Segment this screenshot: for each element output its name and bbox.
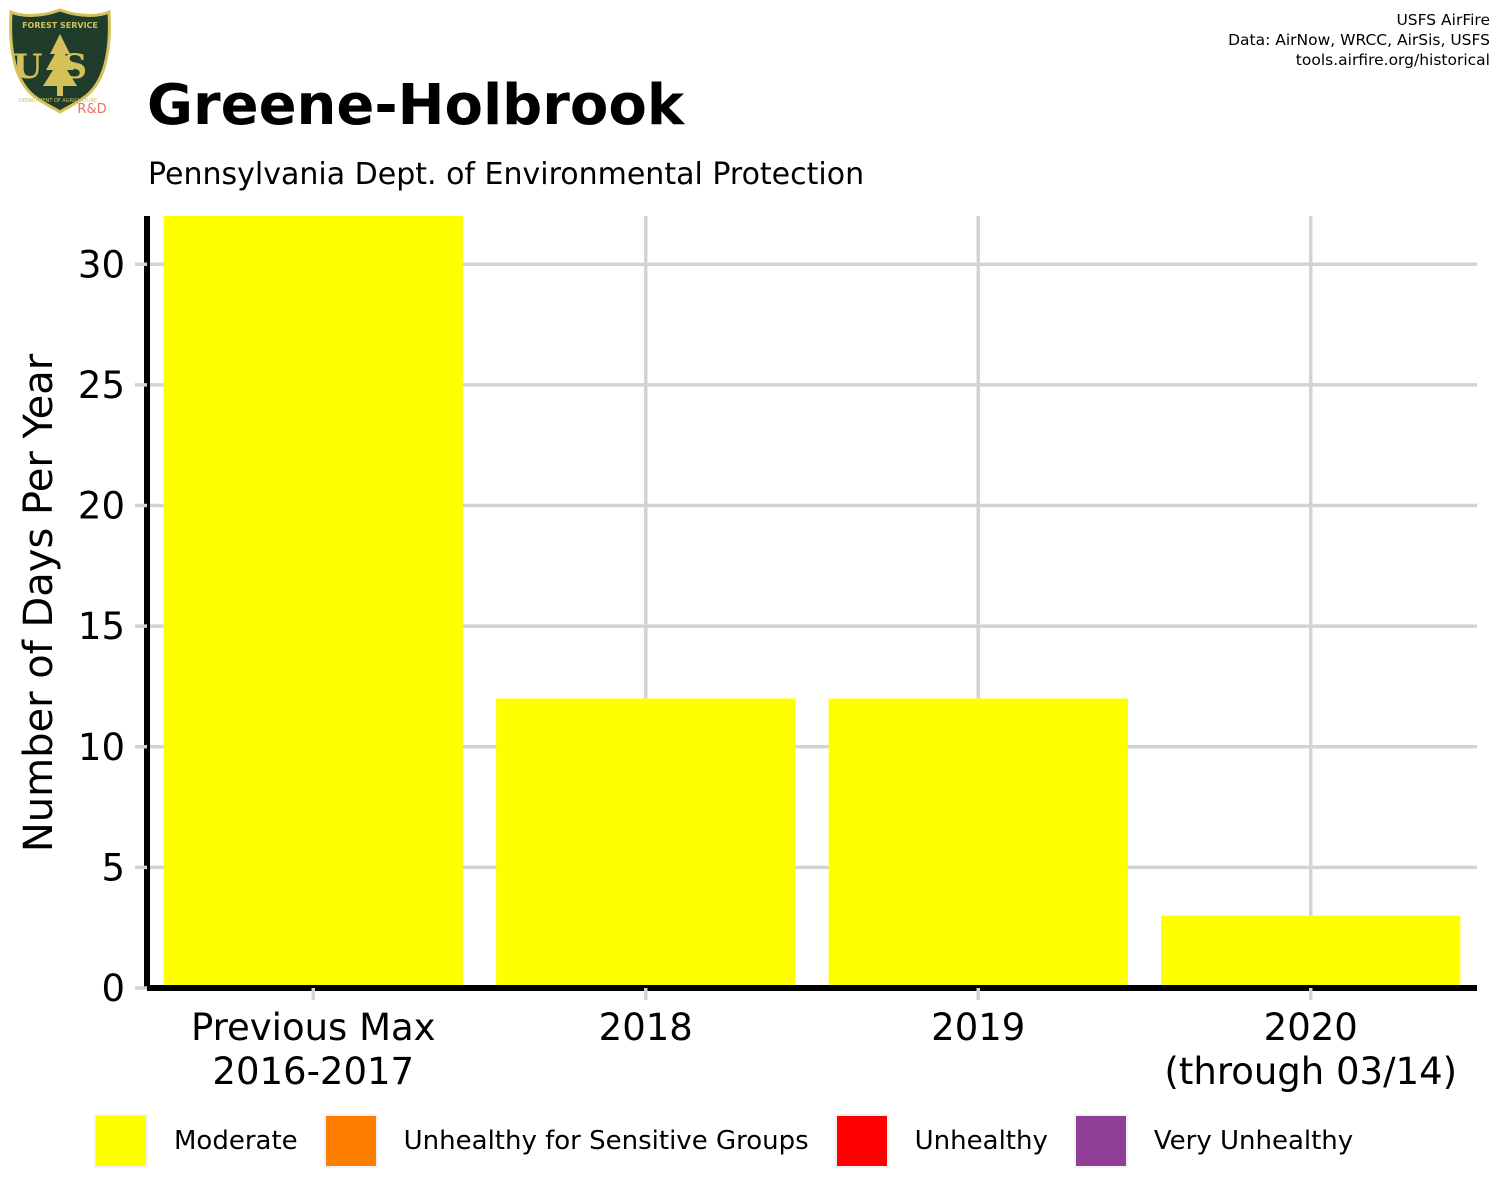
logo-monogram: US	[13, 47, 107, 87]
chart-subtitle: Pennsylvania Dept. of Environmental Prot…	[148, 157, 865, 192]
legend-swatch	[834, 1114, 889, 1168]
bar	[163, 216, 463, 988]
logo-top-text: FOREST SERVICE	[22, 21, 98, 30]
y-tick-label: 10	[78, 726, 125, 769]
tree-icon	[43, 34, 77, 96]
bars	[163, 216, 1461, 988]
bar	[496, 698, 796, 988]
legend-item: Moderate	[94, 1114, 298, 1168]
logo-bottom-text: DEPARTMENT OF AGRICULTURE	[19, 98, 97, 104]
legend-label: Unhealthy	[914, 1126, 1048, 1156]
legend-item: Unhealthy	[834, 1114, 1048, 1168]
legend-label: Very Unhealthy	[1153, 1126, 1354, 1156]
legend-swatch	[94, 1114, 148, 1168]
chart-title: Greene-Holbrook	[147, 73, 685, 138]
x-tick-label: 2020	[1264, 1006, 1358, 1049]
bar	[1161, 915, 1461, 988]
legend-item: Very Unhealthy	[1073, 1114, 1354, 1168]
bar	[828, 698, 1128, 988]
y-tick-label: 20	[78, 485, 125, 528]
y-tick-label: 0	[101, 967, 125, 1010]
credit-line: Data: AirNow, WRCC, AirSis, USFS	[1228, 31, 1490, 49]
x-tick-label: (through 03/14)	[1164, 1050, 1457, 1093]
y-tick-label: 15	[78, 605, 125, 648]
legend-swatch	[323, 1114, 378, 1168]
legend-label: Unhealthy for Sensitive Groups	[403, 1126, 809, 1156]
legend-item: Unhealthy for Sensitive Groups	[323, 1114, 809, 1168]
forest-service-logo: US FOREST SERVICE DEPARTMENT OF AGRICULT…	[9, 8, 111, 117]
x-tick-label: 2018	[599, 1006, 693, 1049]
x-tick-label: 2019	[931, 1006, 1025, 1049]
y-tick-label: 5	[101, 846, 125, 889]
legend-swatch	[1073, 1114, 1128, 1168]
legend: Moderate Unhealthy for Sensitive Groups Un…	[94, 1112, 1379, 1170]
y-tick-label: 30	[78, 243, 125, 286]
y-tick-label: 25	[78, 364, 125, 407]
logo-suffix: R&D	[77, 102, 106, 117]
credit-line: tools.airfire.org/historical	[1295, 51, 1490, 69]
data-credits: USFS AirFire Data: AirNow, WRCC, AirSis,…	[1228, 10, 1490, 70]
x-tick-label: 2016-2017	[212, 1050, 414, 1093]
legend-label: Moderate	[174, 1126, 298, 1156]
x-tick-label: Previous Max	[191, 1006, 436, 1049]
axes	[135, 216, 1477, 1000]
credit-line: USFS AirFire	[1396, 11, 1490, 29]
y-axis-title: Number of Days Per Year	[16, 353, 62, 852]
